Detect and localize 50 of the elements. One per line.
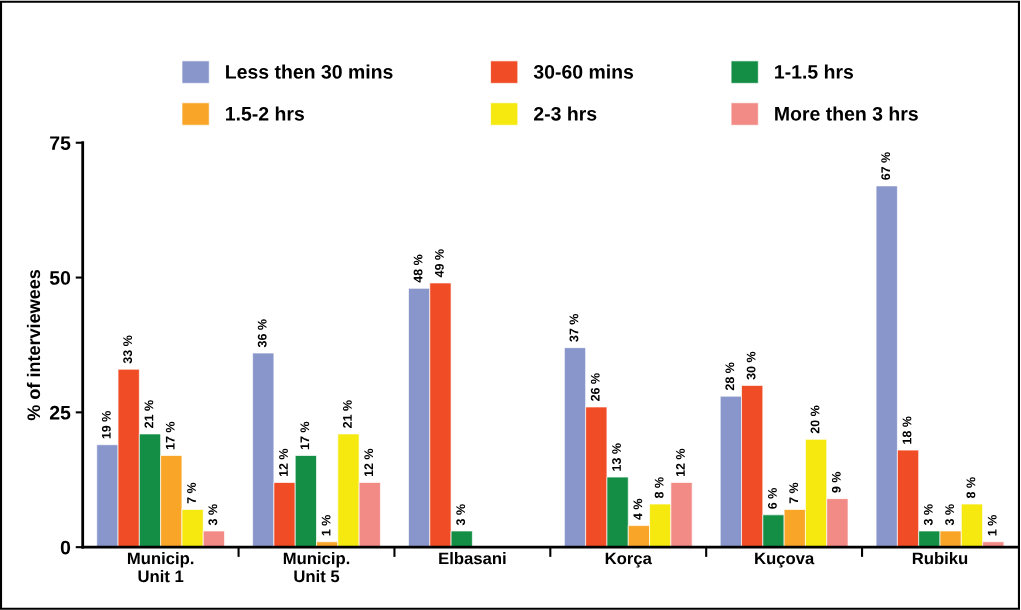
data-label: 3 %	[945, 504, 955, 526]
x-tick-label: Korça	[605, 552, 652, 568]
data-label: 6 %	[767, 488, 777, 509]
data-label: 17 %	[300, 421, 310, 450]
x-tick-label: Elbasani	[439, 552, 506, 565]
data-label: 26 %	[590, 373, 600, 401]
data-label: 19 %	[101, 411, 111, 439]
legend-label: 1.5-2 hrs	[226, 106, 304, 121]
y-tick-label: 75	[50, 136, 71, 150]
data-label: 33 %	[123, 335, 133, 364]
data-label: 49 %	[434, 249, 444, 278]
x-tick-label: Municip. Unit 1	[127, 552, 194, 583]
y-tick-label: 0	[60, 540, 71, 555]
data-label: 12 %	[364, 448, 374, 477]
data-label: 4 %	[633, 498, 643, 520]
x-tick-label: Rubiku	[912, 552, 968, 565]
data-label: 13 %	[612, 443, 621, 471]
y-axis-title: % of interviewees	[26, 269, 41, 421]
data-label: 8 %	[966, 477, 976, 499]
data-label: 9 %	[831, 471, 841, 493]
data-label: 48 %	[413, 254, 423, 283]
data-label: 67 %	[881, 152, 891, 180]
data-label: 21 %	[342, 400, 352, 428]
data-label: 3 %	[456, 504, 466, 526]
data-label: 1 %	[321, 515, 331, 536]
legend-label: 30-60 mins	[533, 64, 634, 79]
data-label: 17 %	[165, 421, 175, 450]
x-tick-label: Municip. Unit 5	[283, 552, 350, 583]
data-label: 20 %	[810, 405, 820, 434]
data-label: 37 %	[569, 313, 579, 342]
legend-label: 1-1.5 hrs	[775, 64, 854, 79]
data-label: 30 %	[746, 351, 756, 380]
legend-label: More then 3 hrs	[775, 106, 918, 121]
data-label: 12 %	[279, 448, 288, 477]
y-tick-label: 50	[49, 271, 71, 285]
data-label: 28 %	[725, 362, 735, 391]
data-label: 36 %	[257, 319, 267, 348]
y-tick-label: 25	[49, 405, 71, 420]
data-label: 18 %	[902, 416, 912, 444]
data-label: 1 %	[987, 515, 997, 536]
legend-label: Less then 30 mins	[226, 64, 393, 79]
x-tick-label: Kuçova	[755, 552, 815, 568]
data-label: 3 %	[208, 504, 218, 526]
data-label: 3 %	[923, 504, 933, 526]
legend-label: 2-3 hrs	[534, 106, 597, 121]
data-label: 8 %	[654, 477, 664, 499]
data-label: 21 %	[144, 400, 154, 428]
data-label: 7 %	[187, 482, 196, 504]
data-label: 7 %	[789, 482, 799, 504]
data-label: 12 %	[676, 448, 685, 477]
